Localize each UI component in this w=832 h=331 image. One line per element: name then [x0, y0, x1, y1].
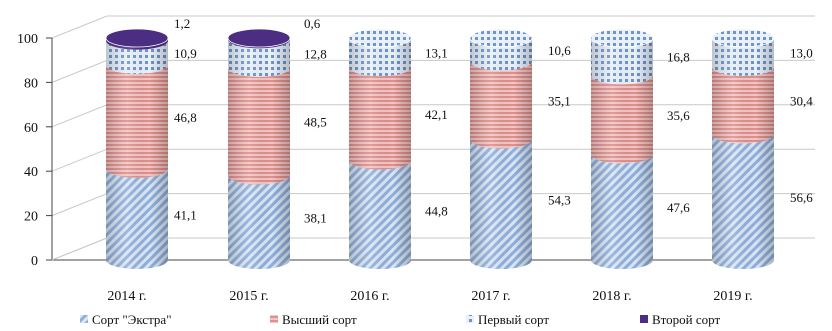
legend-item-3: Второй сорт — [640, 312, 720, 327]
bar-0-series-3 — [106, 38, 168, 50]
bar-group-2 — [348, 28, 412, 269]
bar-4-series-1 — [591, 75, 653, 164]
bar-2-top-cap — [348, 28, 412, 48]
bar-0-series-0 — [106, 168, 168, 269]
data-label-2-0: 44,8 — [425, 203, 448, 218]
x-tick-label-1: 2015 г. — [229, 289, 268, 304]
data-label-1-1: 48,5 — [304, 115, 327, 130]
y-tick-label-5: 100 — [17, 32, 38, 47]
bar-2-series-2 — [349, 38, 411, 77]
bar-2-series-1 — [349, 67, 411, 170]
bar-1-series-1 — [228, 67, 290, 185]
bar-1-series-2 — [228, 39, 290, 77]
bar-0-top-cap — [105, 28, 169, 48]
legend-swatch-1 — [270, 315, 278, 323]
y-tick-labels: 0 20 40 60 80 100 — [17, 32, 38, 269]
y-tick-label-2: 40 — [24, 165, 38, 180]
data-label-4-1: 35,6 — [667, 108, 690, 123]
x-tick-label-2: 2016 г. — [350, 289, 389, 304]
data-label-4-0: 47,6 — [667, 200, 690, 215]
legend-swatch-0 — [80, 315, 88, 323]
legend-item-2: Первый сорт — [466, 312, 549, 327]
x-tick-label-3: 2017 г. — [471, 289, 510, 304]
data-label-2-1: 42,1 — [425, 107, 448, 122]
legend-label-0: Сорт "Экстра" — [92, 312, 172, 327]
bar-5-top-cap — [711, 28, 775, 48]
x-tick-label-4: 2018 г. — [592, 289, 631, 304]
data-label-0-2: 10,9 — [174, 46, 197, 61]
data-label-2-2: 13,1 — [425, 46, 448, 61]
bar-0-series-2 — [106, 40, 168, 74]
data-label-0-1: 46,8 — [174, 110, 197, 125]
bar-group-1 — [227, 28, 291, 269]
legend: Сорт "Экстра" Высший сорт Первый сорт Второ… — [80, 312, 720, 327]
bar-group-3 — [469, 28, 533, 269]
bar-5-series-1 — [712, 66, 774, 144]
bar-0-series-1 — [106, 64, 168, 178]
bar-4-series-0 — [591, 154, 653, 269]
bar-group-5 — [711, 28, 775, 269]
legend-swatch-3 — [640, 315, 648, 323]
legend-label-3: Второй сорт — [652, 312, 720, 327]
bar-5-series-0 — [712, 134, 774, 269]
bar-4-top-cap — [590, 28, 654, 48]
x-tick-labels: 2014 г. 2015 г. 2016 г. 2017 г. 2018 г. 2019 … — [107, 289, 752, 304]
y-tick-label-4: 80 — [24, 76, 38, 91]
legend-item-0: Сорт "Экстра" — [80, 312, 172, 327]
bar-group-4 — [590, 28, 654, 269]
legend-item-1: Высший сорт — [270, 312, 357, 327]
bar-1-series-0 — [228, 175, 290, 269]
bars: 41,1 46,8 10,9 1,2 38,1 48,5 12,8 0,6 44,8 42,1 13… — [105, 16, 813, 269]
data-label-1-2: 12,8 — [304, 47, 327, 62]
y-tick-label-1: 20 — [24, 210, 38, 225]
bar-2-series-0 — [349, 160, 411, 269]
bar-3-series-1 — [470, 61, 532, 149]
data-label-5-2: 13,0 — [790, 45, 813, 60]
data-label-1-3: 0,6 — [304, 16, 321, 31]
data-label-1-0: 38,1 — [304, 211, 327, 226]
bar-group-0 — [105, 28, 169, 269]
floor-edge — [51, 237, 108, 261]
data-label-0-0: 41,1 — [174, 207, 197, 222]
bar-3-top-cap — [469, 28, 533, 48]
data-label-3-2: 10,6 — [548, 43, 571, 58]
data-label-5-0: 56,6 — [790, 190, 813, 205]
x-tick-label-5: 2019 г. — [713, 289, 752, 304]
legend-label-2: Первый сорт — [478, 312, 549, 327]
data-label-3-1: 35,1 — [548, 93, 571, 108]
y-tick-label-0: 0 — [31, 254, 38, 269]
gridline-5 — [51, 15, 815, 39]
bar-4-series-2 — [591, 38, 653, 85]
data-label-0-3: 1,2 — [174, 16, 190, 31]
x-tick-label-0: 2014 г. — [107, 289, 146, 304]
bar-5-series-2 — [712, 38, 774, 76]
data-label-4-2: 16,8 — [667, 50, 690, 65]
bar-1-top-cap — [227, 28, 291, 48]
bar-3-series-0 — [470, 139, 532, 269]
y-tick-label-3: 60 — [24, 121, 38, 136]
data-label-5-1: 30,4 — [790, 94, 813, 109]
legend-label-1: Высший сорт — [282, 312, 357, 327]
data-label-3-0: 54,3 — [548, 193, 571, 208]
legend-swatch-2 — [466, 315, 474, 323]
